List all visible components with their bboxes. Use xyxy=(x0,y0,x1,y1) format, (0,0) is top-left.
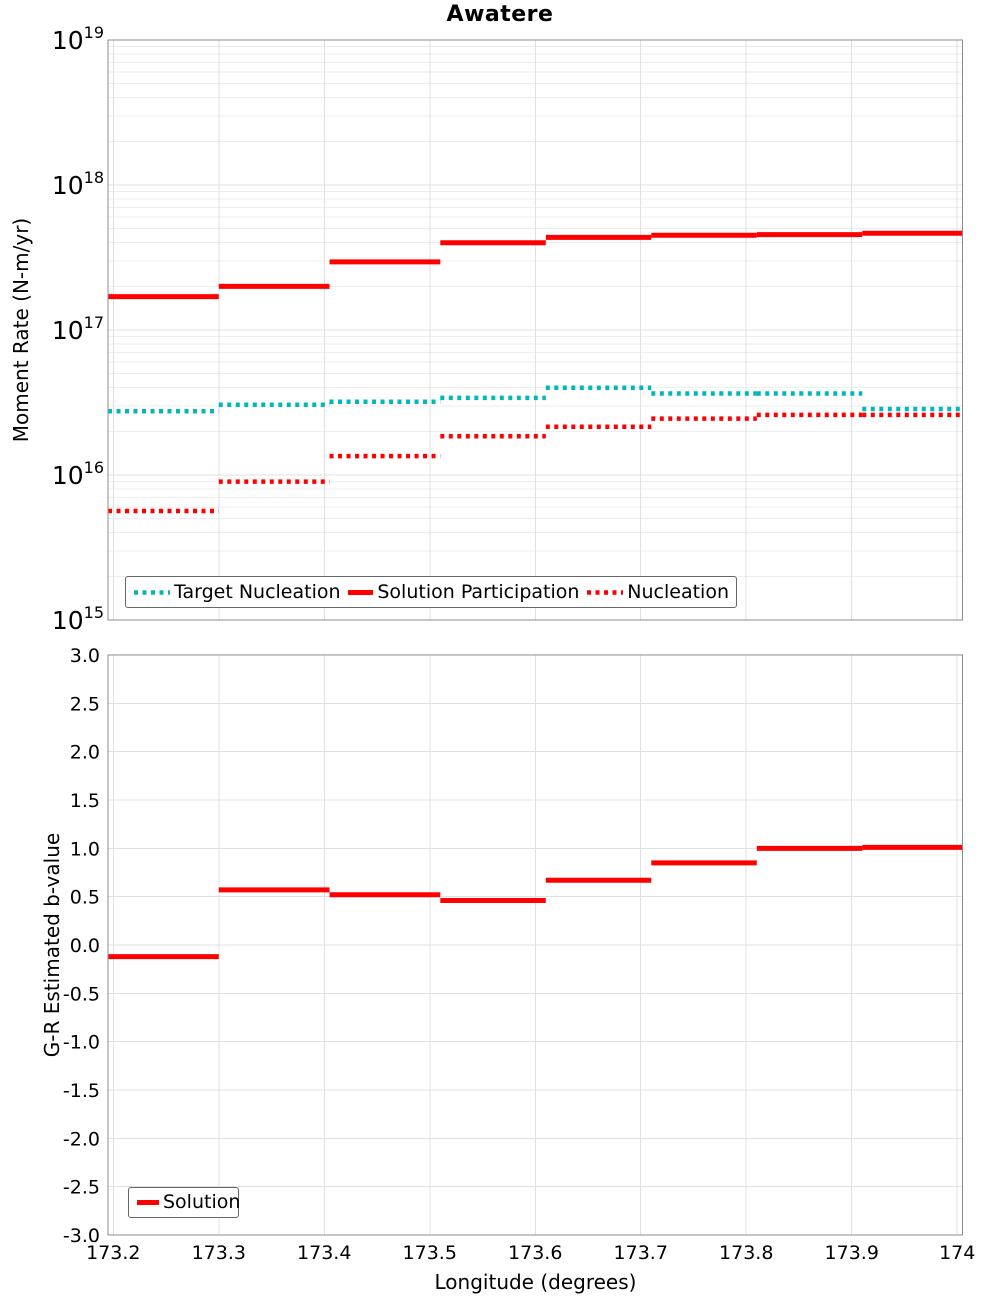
y-tick-label-log: 1017 xyxy=(52,313,104,345)
y-tick-label: 0.0 xyxy=(70,935,100,957)
y-tick-label-log: 1015 xyxy=(52,603,104,635)
y-axis-label-b-value: G-R Estimated b-value xyxy=(40,832,64,1058)
legend-label: Nucleation xyxy=(627,580,729,603)
x-axis-label: Longitude (degrees) xyxy=(434,1270,637,1294)
legend-sample-solid-red xyxy=(348,589,374,595)
figure-title: Awatere xyxy=(446,2,554,27)
x-tick-label: 174 xyxy=(939,1242,975,1264)
x-tick-label: 173.7 xyxy=(614,1242,668,1264)
x-tick-label: 173.9 xyxy=(825,1242,879,1264)
x-tick-label: 173.5 xyxy=(403,1242,457,1264)
legend-item-solution: Solution xyxy=(136,1193,240,1212)
y-tick-label-log: 1018 xyxy=(52,168,104,200)
y-tick-label: 3.0 xyxy=(70,645,100,667)
y-axis-label-moment-rate: Moment Rate (N-m/yr) xyxy=(9,217,33,443)
legend-sample-dotted-red xyxy=(587,589,624,595)
y-tick-label: -1.0 xyxy=(63,1032,100,1054)
y-tick-label: -2.0 xyxy=(63,1128,100,1150)
legend-top: Target Nucleation Solution Participation… xyxy=(125,576,737,608)
x-tick-label: 173.2 xyxy=(86,1242,140,1264)
y-tick-label: 2.0 xyxy=(70,742,100,764)
legend-item-solution-participation: Solution Participation xyxy=(347,580,580,603)
x-tick-label: 173.6 xyxy=(508,1242,562,1264)
legend-item-target-nucleation: Target Nucleation xyxy=(133,580,341,603)
legend-label: Solution Participation xyxy=(377,580,580,603)
y-tick-label-log: 1016 xyxy=(52,458,104,490)
y-tick-label-log: 1019 xyxy=(52,23,104,55)
y-tick-label: 1.0 xyxy=(70,838,100,860)
y-tick-label: -2.5 xyxy=(63,1177,100,1199)
y-tick-label: -0.5 xyxy=(63,983,100,1005)
y-tick-label: 1.5 xyxy=(70,790,100,812)
legend-label: Target Nucleation xyxy=(174,580,341,603)
x-tick-label: 173.4 xyxy=(297,1242,351,1264)
legend-sample-dotted-teal xyxy=(134,589,170,595)
x-tick-label: 173.8 xyxy=(719,1242,773,1264)
legend-sample-solid-red xyxy=(137,1200,159,1205)
legend-bottom: Solution xyxy=(128,1187,240,1218)
y-tick-label: 2.5 xyxy=(70,693,100,715)
legend-item-nucleation: Nucleation xyxy=(586,580,729,603)
y-tick-label: -1.5 xyxy=(63,1080,100,1102)
x-tick-label: 173.3 xyxy=(192,1242,246,1264)
plot-border xyxy=(107,39,964,621)
legend-label: Solution xyxy=(163,1191,241,1213)
y-tick-label: 0.5 xyxy=(70,887,100,909)
y-tick-label: -3.0 xyxy=(63,1225,100,1247)
plot-border xyxy=(107,654,964,1236)
